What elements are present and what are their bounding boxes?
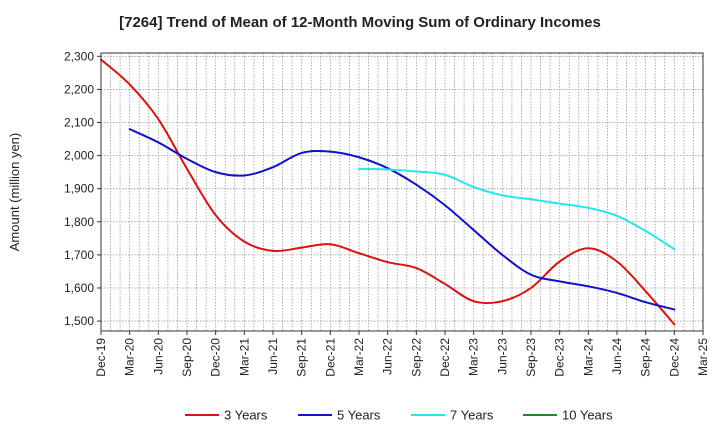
series-lines xyxy=(100,58,676,326)
x-tick-label: Mar-24 xyxy=(581,338,595,376)
y-tick-label: 1,600 xyxy=(64,281,94,295)
x-tick-label: Dec-24 xyxy=(667,338,681,377)
chart-title: [7264] Trend of Mean of 12-Month Moving … xyxy=(119,14,601,31)
y-tick-label: 2,300 xyxy=(64,49,94,63)
y-tick-label: 2,200 xyxy=(64,82,94,96)
x-tick-label: Jun-24 xyxy=(610,338,624,375)
y-axis-label: Amount (million yen) xyxy=(7,133,22,252)
x-tick-label: Mar-21 xyxy=(237,338,251,376)
plot-background xyxy=(101,53,703,331)
x-tick-label: Dec-22 xyxy=(438,338,452,377)
plot-border xyxy=(100,52,704,332)
x-tick-label: Jun-22 xyxy=(381,338,395,375)
y-tick-label: 2,100 xyxy=(64,116,94,130)
series-line-7-years xyxy=(358,167,676,251)
x-tick-label: Sep-20 xyxy=(180,338,194,377)
series-line-3-years xyxy=(100,58,676,326)
legend-label-5-years: 5 Years xyxy=(337,408,381,423)
legend-label-7-years: 7 Years xyxy=(450,408,494,423)
x-tick-label: Dec-20 xyxy=(209,338,223,377)
x-tick-label: Jun-20 xyxy=(151,338,165,375)
y-tick-label: 1,900 xyxy=(64,182,94,196)
x-tick-label: Sep-22 xyxy=(409,338,423,377)
y-tick-label: 1,800 xyxy=(64,215,94,229)
x-tick-label: Jun-21 xyxy=(266,338,280,375)
grid-lines xyxy=(101,53,703,331)
x-tick-label: Mar-23 xyxy=(467,338,481,376)
x-tick-label: Sep-21 xyxy=(295,338,309,377)
y-tick-label: 1,700 xyxy=(64,248,94,262)
x-tick-label: Dec-23 xyxy=(553,338,567,377)
x-axis: Dec-19 Mar-20 Jun-20 Sep-20 Dec-20 Mar-21 Jun-… xyxy=(94,331,710,377)
x-tick-label: Dec-21 xyxy=(323,338,337,377)
x-tick-label: Sep-23 xyxy=(524,338,538,377)
x-tick-label: Mar-20 xyxy=(123,338,137,376)
y-tick-label: 2,000 xyxy=(64,149,94,163)
legend-label-10-years: 10 Years xyxy=(562,408,613,423)
x-tick-label: Jun-23 xyxy=(495,338,509,375)
legend: 3 Years 5 Years 7 Years 10 Years xyxy=(185,408,613,423)
legend-label-3-years: 3 Years xyxy=(224,408,268,423)
series-line-5-years xyxy=(128,128,676,311)
y-axis: 1,500 1,600 1,700 1,800 1,900 2,000 2,100 2,200… xyxy=(64,49,101,328)
x-tick-label: Dec-19 xyxy=(94,338,108,377)
x-tick-label: Mar-25 xyxy=(696,338,710,376)
x-tick-label: Sep-24 xyxy=(639,338,653,377)
y-tick-label: 1,500 xyxy=(64,314,94,328)
x-tick-label: Mar-22 xyxy=(352,338,366,376)
